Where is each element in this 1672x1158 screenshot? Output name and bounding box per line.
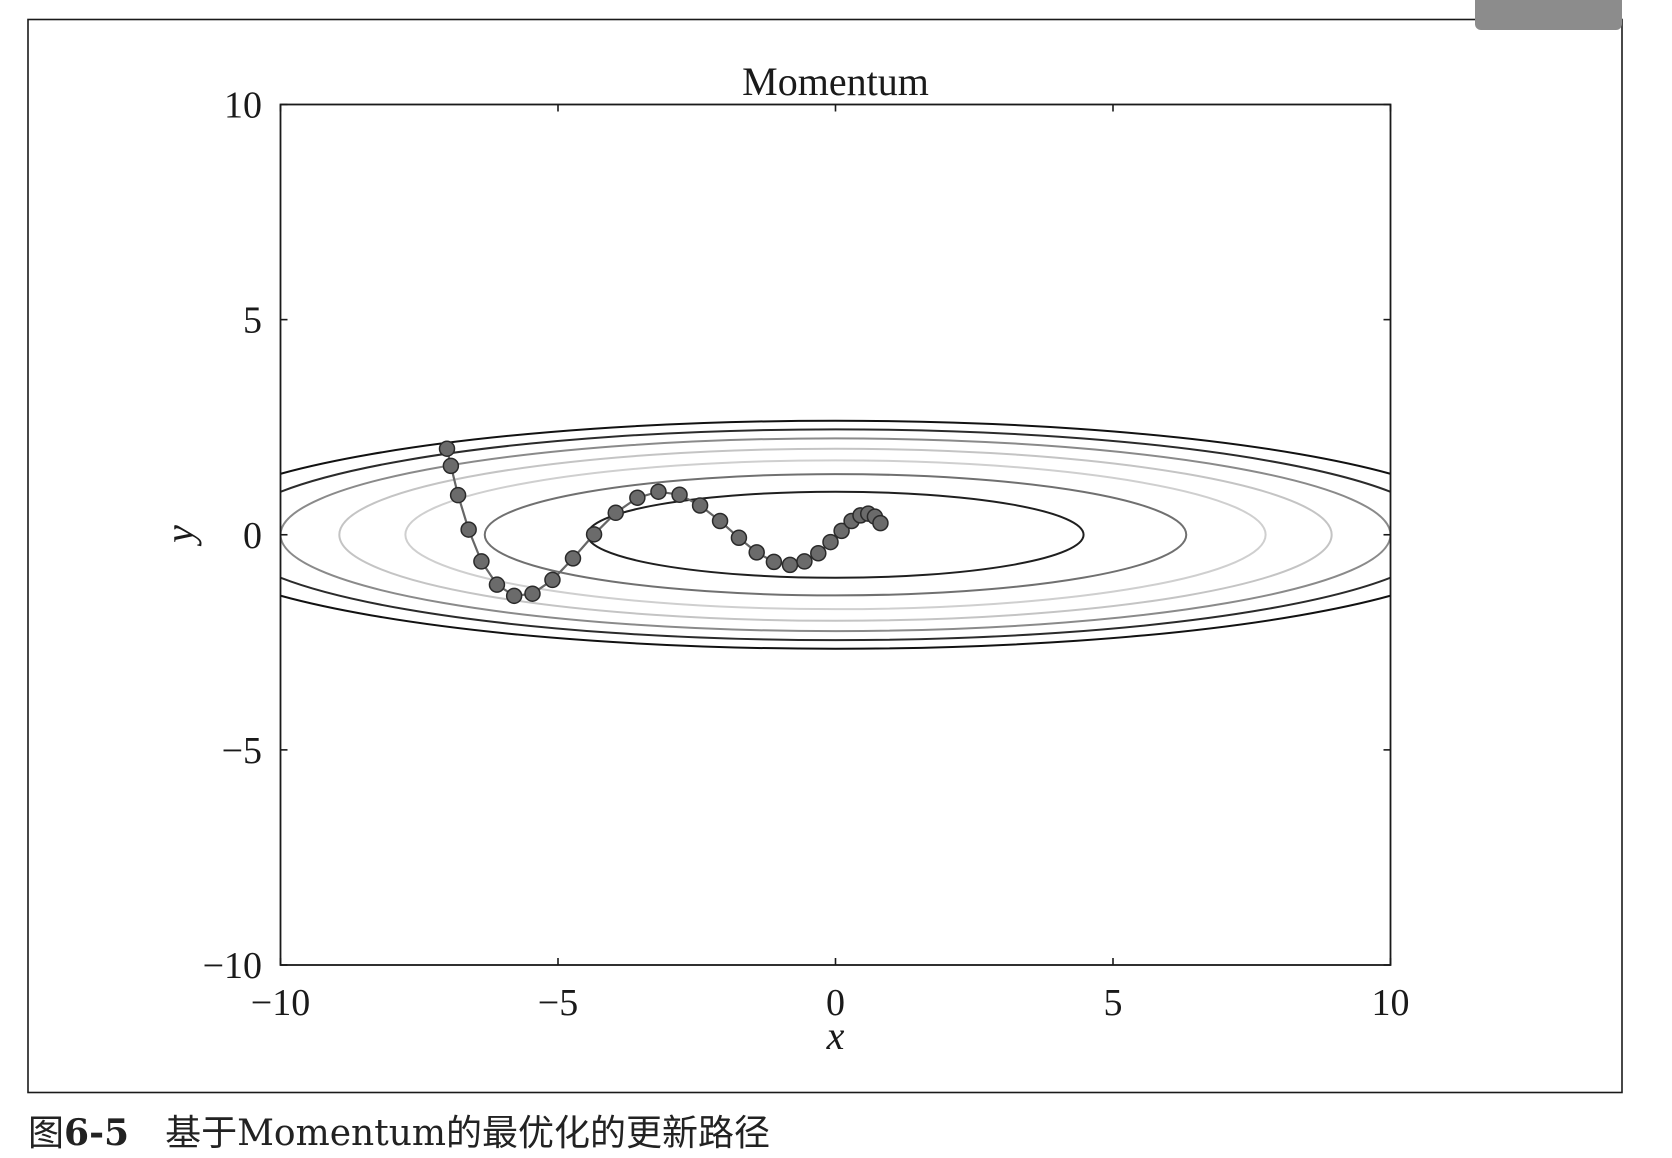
caption-number: 6-5: [64, 1112, 130, 1154]
optimizer-path-line: [445, 448, 882, 597]
x-tick-label: −5: [538, 982, 578, 1024]
path-point: [449, 486, 467, 504]
path-point: [564, 550, 582, 567]
path-point: [505, 587, 523, 605]
corner-tab-button[interactable]: [1475, 0, 1622, 30]
y-axis-label: y: [157, 525, 202, 547]
x-tick-label: −10: [251, 982, 310, 1024]
path-point: [872, 514, 889, 532]
path-point: [460, 521, 477, 538]
path-point: [442, 457, 460, 475]
y-tick-label: −10: [203, 945, 262, 987]
contour-ellipse: [280, 428, 1391, 642]
path-point: [629, 489, 646, 506]
contour-ellipse: [483, 473, 1188, 597]
contour-ellipse: [280, 437, 1391, 633]
x-tick-label: 5: [1104, 982, 1123, 1024]
contour-ellipse: [338, 447, 1333, 622]
x-tick-label: 0: [826, 982, 845, 1024]
path-point: [607, 504, 624, 522]
y-tick-label: −5: [222, 730, 262, 772]
path-point: [781, 556, 799, 574]
path-point: [691, 497, 709, 514]
caption-label: 图: [28, 1113, 65, 1154]
path-point: [524, 585, 541, 602]
x-tick-label: 10: [1372, 982, 1410, 1024]
axis-ticks: [279, 103, 1392, 966]
caption-text: 基于Momentum的最优化的更新路径: [165, 1113, 771, 1154]
y-tick-label: 10: [224, 85, 262, 127]
contour-ellipse: [404, 459, 1267, 611]
path-point: [711, 512, 729, 530]
path-point: [765, 553, 783, 571]
x-axis-label: x: [826, 1013, 845, 1058]
path-point: [810, 545, 827, 562]
path-point: [488, 576, 506, 593]
contour-group: [280, 419, 1391, 650]
path-point: [544, 571, 561, 589]
contour-ellipse: [280, 419, 1391, 650]
path-point: [473, 553, 490, 570]
y-tick-label: 0: [243, 515, 262, 557]
path-point: [822, 533, 839, 551]
y-tick-label: 5: [243, 300, 262, 342]
figure-caption: 图6-5 基于Momentum的最优化的更新路径: [28, 1112, 770, 1154]
figure-frame: [27, 18, 1623, 1094]
y-tick-labels: 10 5 0 −5 −10: [203, 85, 262, 988]
path-point: [796, 553, 813, 570]
path-point: [585, 526, 603, 543]
chart-title: Momentum: [742, 59, 929, 104]
path-point: [438, 440, 456, 457]
path-point: [671, 486, 688, 503]
path-point: [748, 544, 765, 561]
path-point: [730, 529, 748, 547]
path-point: [650, 483, 667, 500]
optimizer-path-points: [438, 440, 889, 605]
path-point: [833, 522, 850, 540]
x-tick-labels: −10 −5 0 5 10: [251, 982, 1410, 1024]
